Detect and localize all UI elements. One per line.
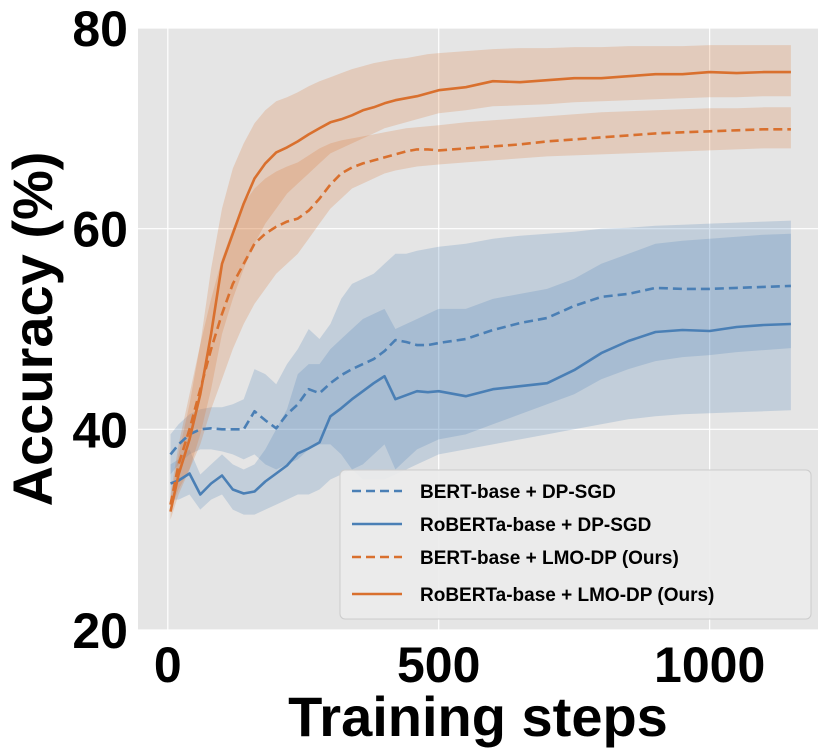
legend-box [339,469,812,620]
band-bert-base-lmo-dp-ours [170,107,791,510]
tick-labels: 0 500 1000 20 40 60 80 [72,1,765,693]
y-tick-label-40: 40 [72,402,128,458]
x-axis-label: Training steps [288,685,668,748]
y-axis-label: Accuracy (%) [1,152,64,507]
line-roberta-base-lmo-dp-ours [169,70,791,512]
legend-label-roberta-lmodp: RoBERTa-base + LMO-DP (Ours) [420,585,714,606]
x-tick-label-500: 500 [397,637,480,693]
line-bert-base-dp-sgd [169,284,791,456]
band-roberta-base-dp-sgd [170,233,791,515]
legend-label-bert-dpsgd: BERT-base + DP-SGD [420,482,616,503]
y-tick-label-60: 60 [72,202,128,258]
line-bert-base-lmo-dp-ours [169,128,791,505]
x-tick-label-1000: 1000 [654,637,765,693]
legend-label-bert-lmodp: BERT-base + LMO-DP (Ours) [420,548,679,569]
y-tick-label-80: 80 [72,1,128,57]
y-tick-label-20: 20 [72,603,128,659]
band-bert-base-dp-sgd [170,220,791,480]
x-tick-label-0: 0 [154,637,182,693]
series-lines [169,70,791,512]
confidence-bands [170,45,791,520]
line-roberta-base-dp-sgd [170,322,791,496]
gridlines [138,27,818,631]
legend-label-roberta-dpsgd: RoBERTa-base + DP-SGD [420,515,651,536]
band-roberta-base-lmo-dp-ours [170,45,791,520]
legend: BERT-base + DP-SGD RoBERTa-base + DP-SGD… [339,469,812,620]
